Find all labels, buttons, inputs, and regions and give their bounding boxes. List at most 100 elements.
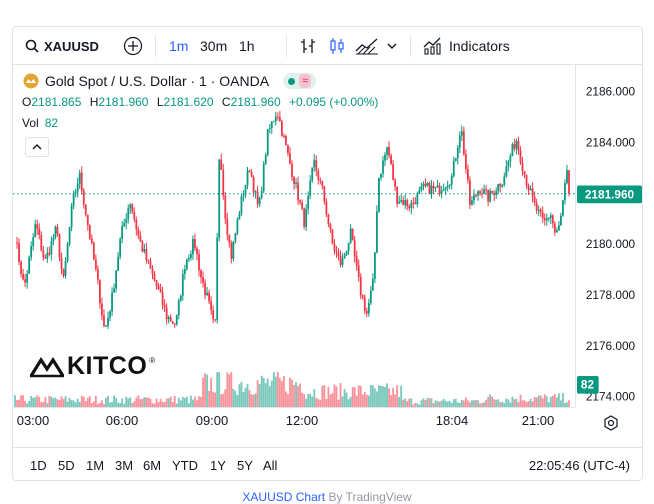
candle [212,310,215,320]
interval-30m[interactable]: 30m [200,38,228,54]
range-all[interactable]: All [263,458,278,473]
price-pane[interactable] [13,65,575,407]
price-scale[interactable]: 2174.0002176.0002178.0002180.0002182.000… [575,65,643,407]
volume-bar [44,396,47,407]
candle [505,166,508,177]
candle [408,206,411,209]
clock-timezone[interactable]: 22:05:46 (UTC-4) [528,458,630,473]
interval-1m[interactable]: 1m [169,38,189,54]
candle [113,288,115,293]
time-label: 18:04 [435,413,469,428]
volume-bar [16,400,18,407]
volume-bar [442,398,445,407]
volume-bar [113,395,115,407]
candle [105,325,107,327]
volume-bar [295,382,297,407]
symbol-search[interactable]: XAUUSD [25,27,99,65]
candles-style-button[interactable] [328,27,346,65]
close-value: 2181.960 [230,95,281,109]
time-axis[interactable] [13,407,575,435]
volume-bar [234,390,237,407]
volume-bar [331,393,334,407]
candle [210,301,213,311]
candle [487,189,490,202]
candle [171,321,174,324]
candle [313,160,316,168]
candle [208,292,211,302]
volume-bar [527,401,530,407]
candle [280,121,283,136]
volume-bar [351,387,354,407]
volume-bar [206,374,208,407]
volume-bar [68,397,71,407]
candle [337,252,340,256]
range-1d[interactable]: 1D [30,458,47,473]
candle [185,259,188,270]
candle [256,191,259,205]
volume-bar [363,392,366,407]
candle [432,185,435,189]
candle [406,200,409,207]
time-label: 09:00 [195,413,229,428]
area-style-button[interactable] [355,27,379,65]
chart-type-dropdown[interactable] [387,27,397,65]
indicators-button[interactable]: Indicators [423,27,510,65]
volume-bar [216,372,219,407]
volume-bar [495,399,498,407]
symbol-title: Gold Spot / U.S. Dollar · 1 · OANDA [45,73,270,89]
volume-bar [46,403,49,407]
volume-bar [236,394,239,407]
chart-widget: XAUUSD 1m 30m 1h Indicators 2174.000 2176… [12,26,643,481]
toolbar-divider [155,35,156,57]
range-5d[interactable]: 5D [58,458,75,473]
candle [24,279,27,283]
candle [147,260,150,262]
chart-link[interactable]: XAUUSD Chart [242,490,326,504]
volume-bar [103,403,105,407]
collapse-legend-button[interactable] [25,137,49,157]
volume-bar [333,384,336,407]
candle [254,191,257,193]
candle [396,186,399,204]
range-3m[interactable]: 3M [115,458,134,473]
range-1m[interactable]: 1M [86,458,105,473]
bar-style-button[interactable] [299,27,317,65]
open-label: O [22,95,32,109]
candle [101,303,103,316]
candle [272,121,275,123]
candle [192,239,194,255]
volume-bar [321,385,324,407]
volume-bar [262,377,265,407]
range-ytd[interactable]: YTD [172,458,198,473]
candle [268,127,271,130]
range-1y[interactable]: 1Y [210,458,226,473]
compare-button[interactable] [123,27,143,65]
volume-bar [458,402,461,407]
volume-bar [54,397,57,407]
candle [428,182,431,195]
range-5y[interactable]: 5Y [237,458,253,473]
range-6m[interactable]: 6M [143,458,162,473]
volume-bar [475,399,477,407]
candle [216,237,219,320]
market-status[interactable]: ≈ [283,73,317,89]
volume-bar [505,398,508,407]
candle [307,195,310,210]
candle [287,145,289,154]
candle [228,234,231,243]
last-price-label: 2181.960 [585,187,635,201]
volume-bar [260,375,263,407]
candle [467,169,469,181]
volume-bar [325,399,328,407]
candle [72,193,75,206]
volume-bar [246,383,249,407]
volume-bar [248,390,251,407]
volume-bar [208,391,211,407]
volume-bar [22,395,24,407]
volume-bar [26,403,29,407]
interval-1h[interactable]: 1h [239,38,255,54]
chart-settings-button[interactable] [603,415,619,436]
volume-bar [424,399,427,407]
candle [525,174,528,186]
candle [64,261,67,276]
